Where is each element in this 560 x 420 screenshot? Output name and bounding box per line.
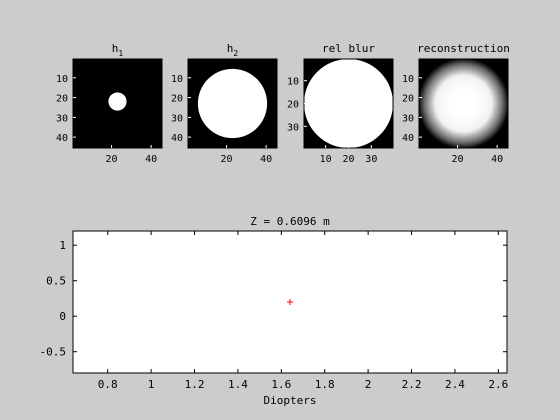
y-tick-label: 0	[59, 310, 66, 323]
x-tick-label: 2.4	[445, 378, 465, 391]
panel-title: reconstruction	[417, 42, 510, 55]
panel-y-tick-label: 30	[56, 113, 68, 124]
panel-2: h2 20 40 10 20 30 40	[171, 42, 278, 165]
panel-y-tick-label: 20	[287, 100, 299, 111]
x-tick-label: 0.8	[98, 378, 118, 391]
x-tick-label: 1.2	[185, 378, 205, 391]
panel-x-tick-label: 20	[221, 154, 233, 165]
x-tick-label: 2.2	[402, 378, 422, 391]
panel-y-tick-label: 30	[402, 113, 414, 124]
panel-x-tick-label: 20	[106, 154, 118, 165]
panel-y-tick-label: 20	[56, 94, 68, 105]
panel-y-tick-label: 10	[287, 77, 299, 88]
panel-title-subscript: 2	[233, 49, 238, 58]
y-tick-label: -0.5	[40, 346, 67, 359]
panel-y-tick-label: 30	[171, 113, 183, 124]
panel-x-tick-label: 40	[260, 154, 272, 165]
y-tick-label: 0.5	[46, 275, 66, 288]
panel-x-tick-label: 20	[342, 154, 354, 165]
panel-y-tick-label: 40	[402, 133, 414, 144]
panel-4: reconstruction 20 40 10 20 30 40	[402, 42, 510, 165]
panel-y-tick-label: 30	[287, 122, 299, 133]
panel-title-subscript: 1	[118, 49, 123, 58]
panel-title: h1	[112, 42, 124, 58]
panel-y-tick-label: 40	[171, 133, 183, 144]
panel-title-text: h	[112, 42, 119, 55]
panel-image	[419, 59, 508, 148]
panel-title-text: reconstruction	[417, 42, 510, 55]
panel-x-tick-label: 40	[491, 154, 503, 165]
panel-y-tick-label: 10	[56, 74, 68, 85]
panel-frame	[418, 58, 509, 149]
x-tick-label: 1.8	[315, 378, 335, 391]
panel-y-tick-label: 10	[402, 74, 414, 85]
panel-image	[304, 59, 393, 148]
panel-title-text: rel blur	[322, 42, 375, 55]
panel-x-tick-label: 30	[365, 154, 377, 165]
panel-y-tick-label: 20	[402, 94, 414, 105]
x-tick-label: 2	[365, 378, 372, 391]
plot-title: Z = 0.6096 m	[250, 215, 330, 228]
plot-points	[287, 299, 293, 305]
x-tick-label: 1	[148, 378, 155, 391]
panel-y-tick-label: 20	[171, 94, 183, 105]
panel-x-tick-label: 10	[320, 154, 332, 165]
panel-title: rel blur	[322, 42, 375, 55]
data-point-plus-marker	[287, 299, 293, 305]
panel-3: rel blur 10 20 30 10 20 30	[287, 42, 394, 165]
panel-y-tick-label: 40	[56, 133, 68, 144]
panel-title-text: h	[227, 42, 234, 55]
panel-x-tick-label: 20	[452, 154, 464, 165]
panel-title: h2	[227, 42, 239, 58]
x-axis-label: Diopters	[264, 394, 317, 407]
x-tick-label: 1.6	[271, 378, 291, 391]
panel-image	[188, 59, 277, 148]
plot-ticks: 0.8 1 1.2 1.4 1.6 1.8 2 2.2 2.4 2.6 1 0.5 0 -0.5	[40, 231, 508, 391]
diopter-plot: Z = 0.6096 m 0.8 1 1.2 1.4 1.6 1.8 2 2.2 2.4 2.6 1…	[40, 215, 509, 407]
y-tick-label: 1	[59, 239, 66, 252]
panel-y-tick-label: 10	[171, 74, 183, 85]
x-tick-label: 2.6	[488, 378, 508, 391]
panel-frame	[72, 58, 163, 149]
panel-1: h1 20 40 10 20 30 40	[56, 42, 163, 165]
panel-image	[73, 59, 162, 148]
x-tick-label: 1.4	[228, 378, 248, 391]
panel-frame	[187, 58, 278, 149]
panel-x-tick-label: 40	[145, 154, 157, 165]
